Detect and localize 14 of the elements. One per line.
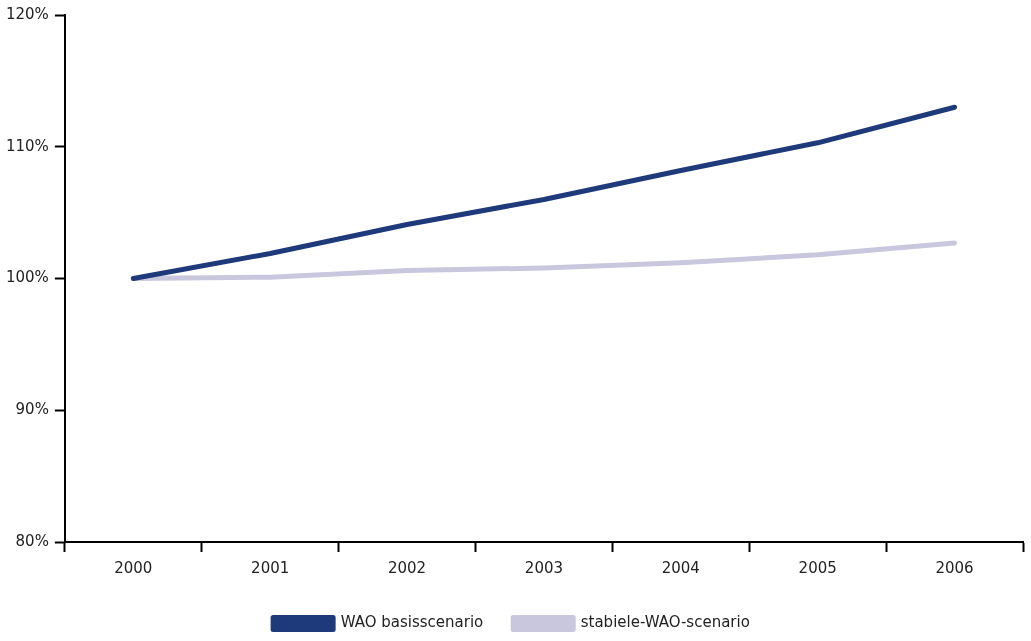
x-tick-label: 2001 [251,558,290,577]
legend-label: WAO basisscenario [340,613,484,632]
x-tick-label: 2005 [798,558,837,577]
x-tick-label: 2006 [935,558,974,577]
y-tick-label: 90% [15,400,49,419]
y-tick-label: 100% [5,268,49,287]
x-tick-label: 2004 [661,558,700,577]
x-tick-label: 2000 [114,558,153,577]
x-tick-label: 2002 [387,558,427,577]
legend-label: stabiele-WAO-scenario [580,613,750,632]
y-tick-label: 120% [5,4,49,23]
y-tick-label: 110% [5,136,49,155]
x-tick-label: 2003 [524,558,564,577]
y-tick-label: 80% [15,531,49,550]
